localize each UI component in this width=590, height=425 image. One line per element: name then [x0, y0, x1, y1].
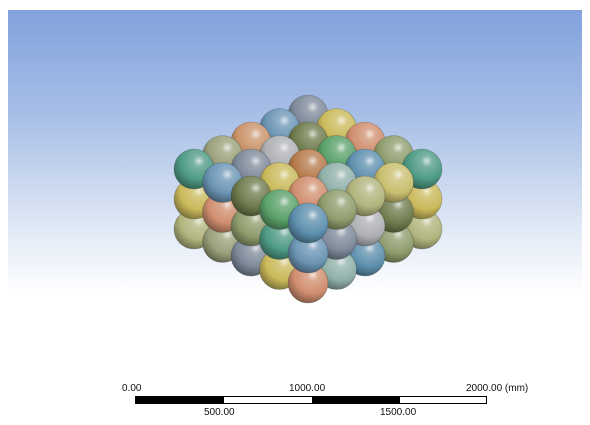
scale-bar: [135, 396, 487, 404]
sphere[interactable]: [287, 202, 329, 244]
sphere-pack-model[interactable]: [8, 10, 582, 415]
scale-segment-1: [136, 397, 224, 403]
scale-label-500: 500.00: [204, 407, 235, 415]
scale-segment-4: [400, 397, 486, 403]
scale-label-1500: 1500.00: [380, 407, 417, 415]
scale-label-1000: 1000.00: [289, 383, 326, 394]
3d-viewport[interactable]: 0.00 1000.00 2000.00 (mm) 500.00 1500.00: [8, 10, 582, 415]
scale-label-0: 0.00: [122, 383, 142, 394]
scale-segment-2: [224, 397, 312, 403]
scale-label-2000: 2000.00 (mm): [466, 383, 529, 394]
scale-segment-3: [312, 397, 400, 403]
